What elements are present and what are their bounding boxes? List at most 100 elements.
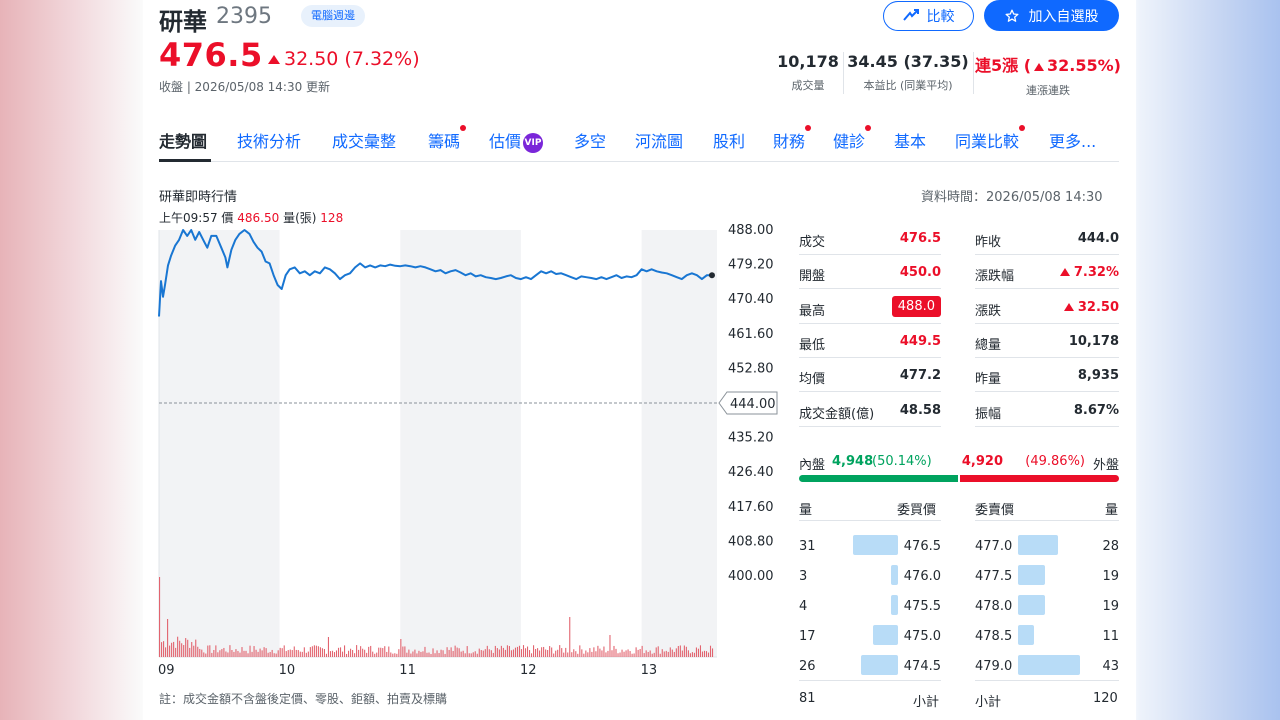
volume-bar bbox=[649, 650, 651, 657]
volume-bar bbox=[454, 645, 456, 657]
stat-label: 最低 bbox=[799, 337, 826, 353]
volume-bar bbox=[438, 653, 440, 657]
volume-bar bbox=[253, 646, 255, 657]
bid-row: 31 476.5 bbox=[799, 532, 941, 562]
volume-bar bbox=[337, 647, 340, 657]
volume-bar bbox=[231, 649, 233, 657]
crosshair-volume-label: 量(張) bbox=[283, 211, 317, 225]
volume-bar bbox=[657, 646, 659, 657]
crosshair-price: 486.50 bbox=[237, 211, 280, 225]
stat-label: 開盤 bbox=[799, 269, 826, 285]
stat-value-text: 449.5 bbox=[899, 333, 941, 349]
stat-row: 開盤 450.0 bbox=[799, 255, 941, 290]
bid-row: 3 476.0 bbox=[799, 562, 941, 592]
volume-bar bbox=[271, 649, 273, 657]
tab-9[interactable]: 健診 bbox=[833, 125, 872, 152]
intraday-chart[interactable]: 488.00 479.20 470.40 461.60 452.80 435.20 426.… bbox=[143, 220, 783, 690]
volume-bar bbox=[673, 651, 675, 657]
tab-4[interactable]: 估價 VIP bbox=[489, 128, 544, 153]
outer-bar bbox=[960, 475, 1119, 482]
tab-7[interactable]: 股利 bbox=[713, 128, 745, 152]
compare-button[interactable]: 比較 bbox=[883, 1, 974, 31]
volume-bar bbox=[561, 648, 563, 657]
stat-label: 漲跌 bbox=[975, 303, 1002, 319]
volume-bar bbox=[533, 645, 535, 657]
ask-volume-bar bbox=[1018, 625, 1034, 645]
volume-bar bbox=[283, 645, 285, 657]
volume-bar bbox=[675, 648, 677, 657]
volume-bar bbox=[581, 649, 583, 657]
volume-bar bbox=[215, 645, 217, 657]
volume-bar bbox=[275, 653, 277, 657]
ask-qty: 28 bbox=[1102, 539, 1119, 554]
volume-bar bbox=[420, 651, 422, 657]
tab-10[interactable]: 基本 bbox=[894, 128, 926, 152]
crosshair-info: 上午09:57 價 486.50 量(張) 128 bbox=[159, 209, 343, 226]
volume-bar bbox=[167, 619, 169, 657]
volume-bar bbox=[494, 645, 496, 657]
volume-bar bbox=[428, 652, 430, 657]
volume-bar bbox=[279, 647, 281, 657]
volume-bar bbox=[225, 651, 227, 657]
volume-bar bbox=[553, 653, 555, 657]
volume-bar bbox=[327, 637, 330, 657]
stock-code: 2395 bbox=[216, 4, 272, 29]
up-arrow-icon bbox=[1034, 63, 1045, 71]
tab-11[interactable]: 同業比較 bbox=[955, 125, 1026, 152]
volume-bar bbox=[378, 647, 380, 657]
volume-bar bbox=[615, 648, 617, 657]
tab-label: 河流圖 bbox=[635, 132, 684, 151]
ask-price: 478.5 bbox=[975, 629, 1013, 644]
volume-bar bbox=[555, 650, 557, 657]
tab-5[interactable]: 多空 bbox=[574, 128, 606, 152]
tab-1[interactable]: 技術分析 bbox=[237, 128, 301, 152]
volume-bar bbox=[563, 652, 565, 657]
volume-bar bbox=[406, 652, 408, 657]
volume-bar bbox=[249, 645, 251, 657]
volume-bar bbox=[247, 653, 249, 657]
volume-bar bbox=[177, 636, 179, 657]
streak-stat: 連5漲 (32.55%) 連漲連跌 bbox=[975, 52, 1121, 98]
add-watchlist-button[interactable]: 加入自選股 bbox=[984, 0, 1119, 31]
volume-stat-label: 成交量 bbox=[791, 79, 825, 92]
stat-value: 32.50 bbox=[1063, 300, 1119, 315]
tab-6[interactable]: 河流圖 bbox=[635, 128, 683, 152]
volume-bar bbox=[213, 650, 215, 657]
volume-bar bbox=[567, 652, 569, 657]
volume-bar bbox=[207, 645, 209, 657]
volume-bar bbox=[474, 651, 476, 657]
volume-bar bbox=[356, 645, 358, 657]
tab-8[interactable]: 財務 bbox=[773, 125, 812, 152]
stat-value: 477.2 bbox=[900, 368, 941, 383]
volume-bar bbox=[265, 648, 267, 657]
stat-value: 449.5 bbox=[900, 334, 941, 349]
volume-bar bbox=[601, 650, 603, 657]
volume-bar bbox=[448, 649, 450, 657]
volume-bar bbox=[217, 652, 219, 657]
tab-12[interactable]: 更多... bbox=[1049, 128, 1096, 152]
ask-qty: 11 bbox=[1102, 629, 1119, 644]
tab-3[interactable]: 籌碼 bbox=[428, 125, 467, 152]
bid-price-header: 委買價 bbox=[897, 503, 937, 518]
volume-bar bbox=[392, 653, 394, 657]
volume-bar bbox=[631, 653, 633, 657]
stat-value-text: 10,178 bbox=[1068, 333, 1119, 349]
volume-bar bbox=[653, 652, 655, 657]
divider bbox=[975, 520, 1119, 521]
ask-row: 479.0 43 bbox=[975, 652, 1119, 682]
volume-bar bbox=[400, 639, 402, 657]
stat-value: 48.58 bbox=[900, 403, 941, 418]
volume-bar bbox=[531, 653, 533, 657]
volume-bar bbox=[510, 650, 512, 657]
tab-0[interactable]: 走勢圖 bbox=[159, 128, 207, 152]
tab-label: 籌碼 bbox=[428, 132, 461, 151]
tab-2[interactable]: 成交彙整 bbox=[332, 128, 396, 152]
volume-bar bbox=[352, 650, 354, 657]
sector-tag[interactable]: 電腦週邊 bbox=[301, 5, 365, 27]
volume-bar bbox=[201, 649, 203, 657]
volume-bar bbox=[593, 647, 595, 657]
volume-bar bbox=[317, 646, 319, 657]
volume-bar bbox=[585, 650, 587, 657]
divider bbox=[799, 520, 941, 521]
x-tick-label: 12 bbox=[520, 663, 537, 678]
